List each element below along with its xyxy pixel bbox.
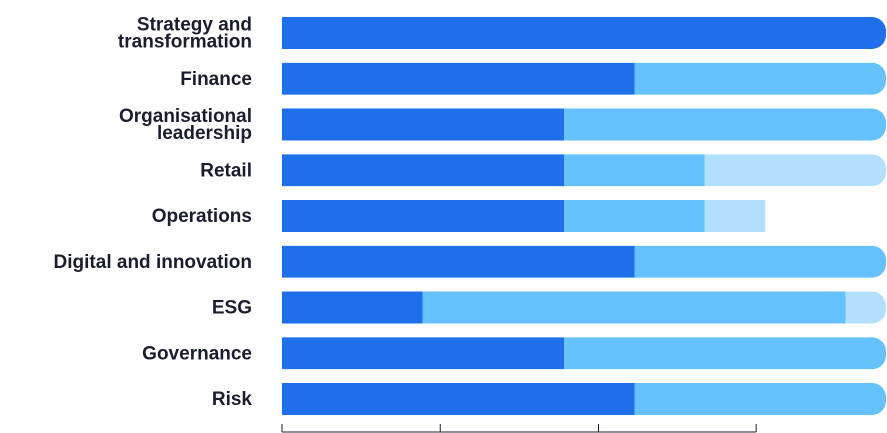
category-label: Finance: [180, 69, 252, 90]
bar-segment: [282, 337, 565, 370]
x-axis: [281, 424, 757, 433]
category-label-line: leadership: [157, 123, 252, 144]
category-label: Digital and innovation: [54, 252, 252, 273]
bar-segment: [634, 245, 886, 278]
category-label: Retail: [200, 160, 252, 181]
bar-segment: [282, 154, 565, 187]
bar-row: [282, 108, 886, 141]
category-label-line: Strategy and: [137, 15, 252, 36]
bar-row: [282, 62, 886, 95]
category-label-line: ESG: [212, 298, 252, 319]
bar-segment: [564, 337, 886, 370]
category-label-line: transformation: [118, 32, 252, 53]
bar-row: [282, 200, 766, 232]
category-label-line: Organisational: [119, 106, 252, 127]
bar-segment: [282, 108, 565, 141]
category-labels: Strategy and transformation Finance Organis…: [54, 15, 253, 411]
bar-segment: [634, 62, 886, 95]
category-label-line: Risk: [212, 389, 253, 410]
bar-row: [282, 245, 886, 278]
bar-row: [282, 337, 886, 370]
bar-row: [282, 383, 886, 415]
bar-segment: [564, 108, 886, 141]
bar-segment: [564, 200, 705, 232]
category-label: Risk: [212, 389, 253, 410]
bar-segment: [282, 245, 635, 278]
bar-segment: [282, 17, 886, 49]
category-label-line: Finance: [180, 69, 252, 90]
category-label: Organisational leadership: [119, 106, 252, 144]
category-label: Operations: [152, 206, 252, 227]
category-label-line: Operations: [152, 206, 252, 227]
bar-segment: [282, 383, 635, 415]
bar-segment: [422, 291, 846, 324]
bar-segment: [564, 154, 705, 187]
category-label: Strategy and transformation: [118, 15, 252, 53]
bar-segment: [704, 154, 886, 187]
bar-row: [282, 154, 886, 187]
category-label-line: Governance: [142, 343, 252, 364]
category-label-line: Digital and innovation: [54, 252, 252, 273]
bar-segment: [282, 200, 565, 232]
bars: [282, 17, 886, 415]
bar-row: [282, 291, 886, 324]
category-label: Governance: [142, 343, 252, 364]
bar-segment: [282, 62, 635, 95]
bar-segment: [704, 200, 766, 232]
bar-segment: [845, 291, 886, 324]
bar-segment: [634, 383, 886, 415]
bar-row: [282, 17, 886, 49]
category-label-line: Retail: [200, 160, 252, 181]
bar-segment: [282, 291, 423, 324]
category-label: ESG: [212, 298, 252, 319]
